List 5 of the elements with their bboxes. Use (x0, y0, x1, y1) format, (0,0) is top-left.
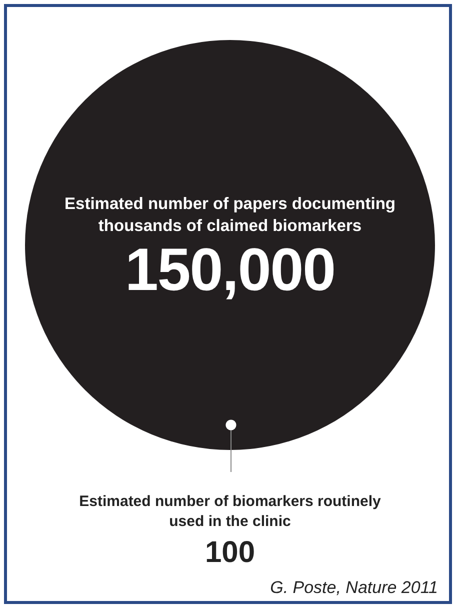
data-label: 100 (204, 536, 256, 570)
category-label: Estimated number of biomarkers routinely used in the clinic (78, 492, 382, 532)
category-label: Estimated number of papers documenting thousands of claimed biomarkers (64, 194, 396, 237)
data-label: 150,000 (124, 236, 336, 303)
text: G. Poste, Nature 2011 (270, 578, 438, 598)
